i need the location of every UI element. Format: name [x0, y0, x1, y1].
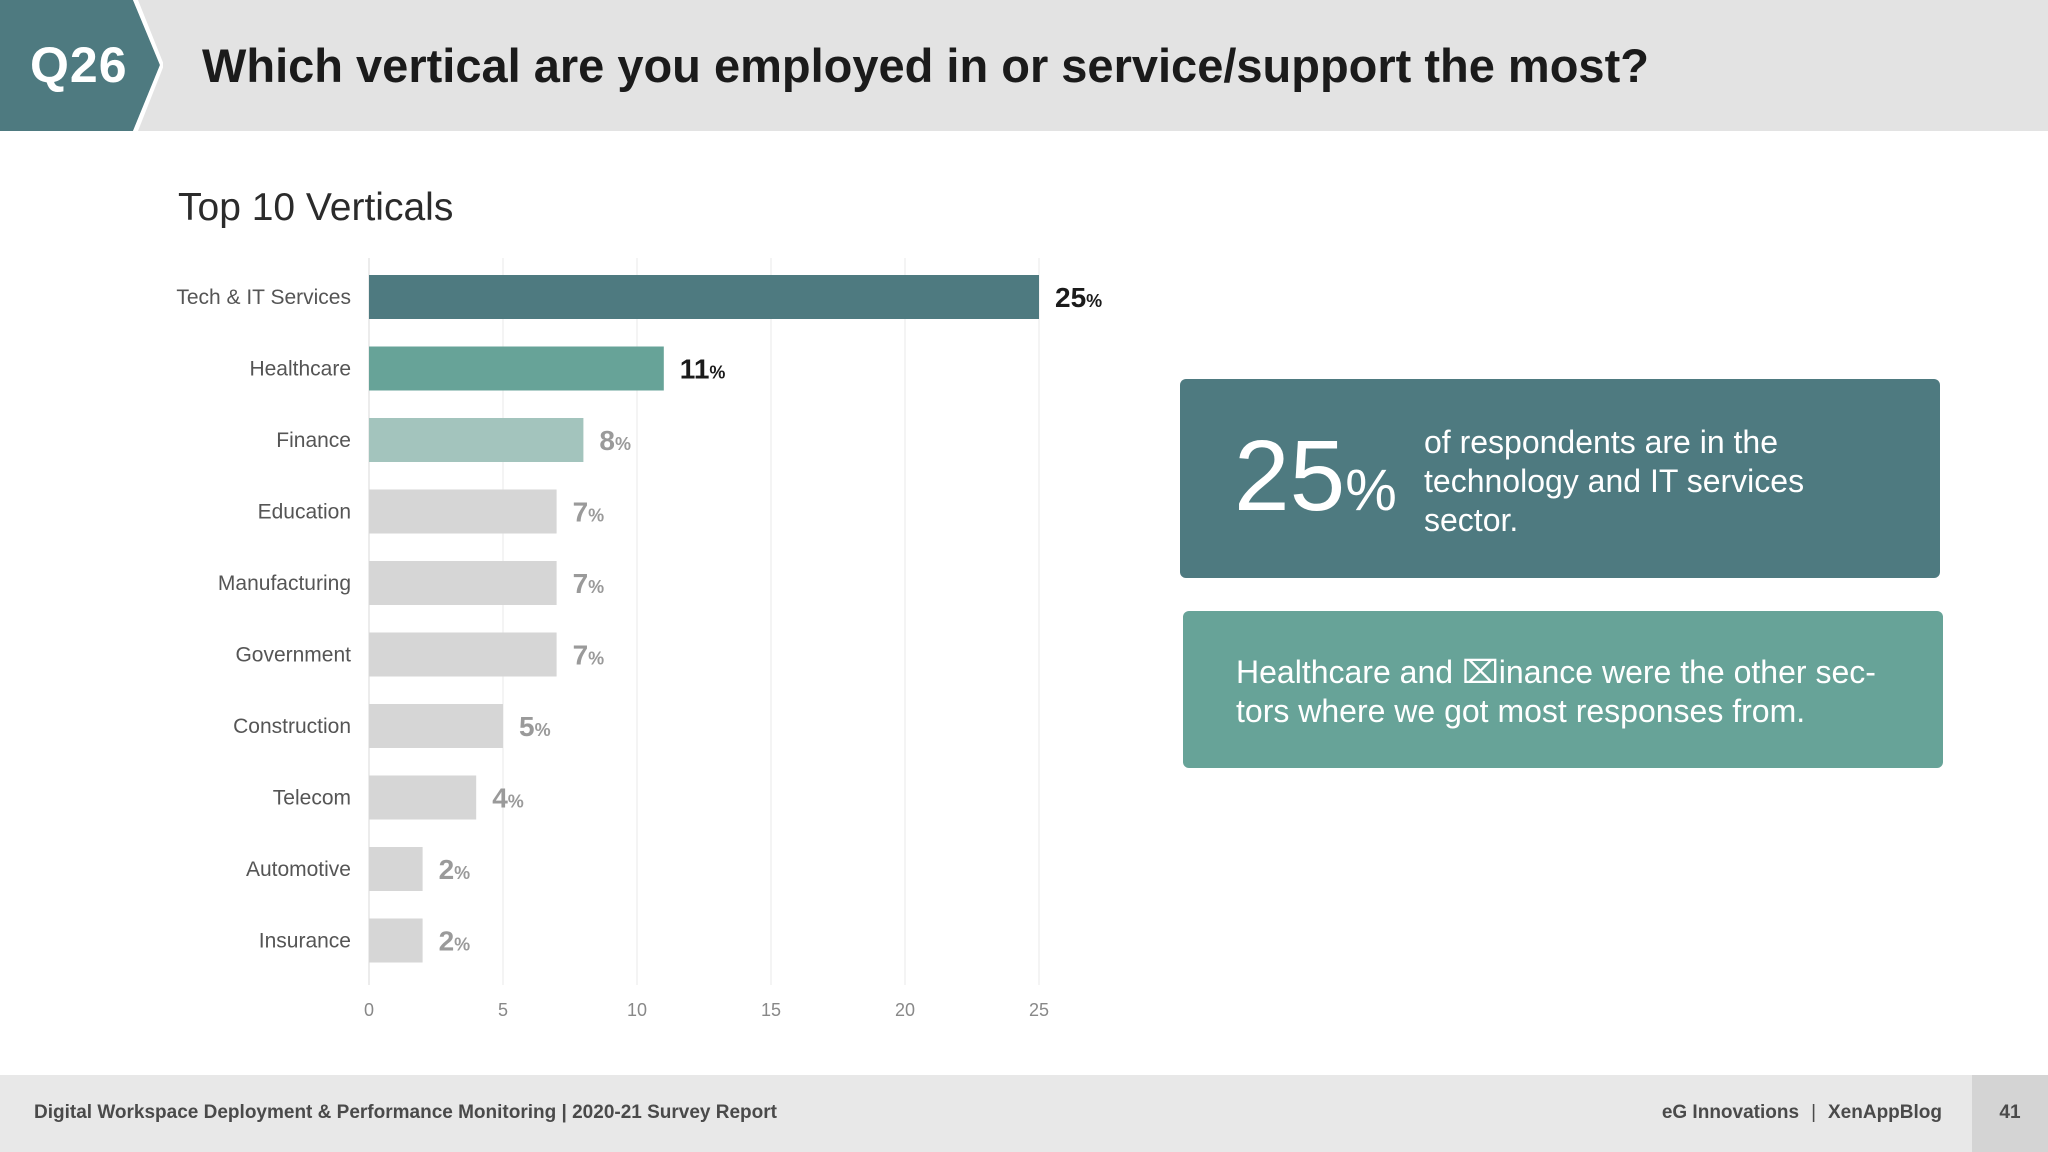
category-label: Healthcare: [249, 358, 351, 381]
brand-eg-innovations: eG Innovations: [1661, 1102, 1800, 1123]
question-title: Which vertical are you employed in or se…: [202, 39, 1649, 92]
data-label-suffix: %: [709, 363, 725, 383]
x-tick-label: 25: [1029, 1000, 1049, 1020]
data-label-number: 7: [573, 640, 589, 671]
brand-separator: |: [1811, 1102, 1816, 1123]
primary-stat-suffix: %: [1345, 458, 1397, 523]
page-number: 41: [1999, 1102, 2021, 1123]
data-label: 7%: [573, 568, 605, 599]
data-label: 11%: [680, 354, 726, 385]
category-label: Finance: [276, 429, 351, 452]
bar: [369, 918, 423, 963]
brand-xenappblog: XenAppBlog: [1828, 1102, 1942, 1123]
bar: [369, 346, 664, 391]
data-label: 8%: [599, 425, 631, 456]
category-label: Tech & IT Services: [176, 286, 351, 309]
data-label: 7%: [573, 497, 605, 528]
page-number-box: 41: [1972, 1075, 2048, 1152]
bar: [369, 775, 477, 820]
footer-brands: eG Innovations | XenAppBlog: [1662, 1102, 1942, 1124]
category-label: Education: [258, 501, 351, 524]
bar: [369, 847, 423, 891]
data-label: 2%: [439, 926, 471, 957]
data-label-number: 7: [573, 497, 589, 528]
footer: Digital Workspace Deployment & Performan…: [0, 1075, 2048, 1152]
secondary-callout-card: Healthcare and ⌧inance were the other se…: [1183, 611, 1943, 768]
data-label-suffix: %: [588, 649, 604, 669]
primary-callout-card: 25% of respondents are in the technology…: [1180, 379, 1940, 578]
category-label: Government: [235, 644, 351, 667]
data-label-number: 25: [1055, 282, 1086, 313]
question-number: Q26: [30, 37, 128, 93]
data-label: 2%: [439, 854, 471, 885]
bar: [369, 561, 557, 605]
data-label-suffix: %: [454, 935, 470, 955]
bar: [369, 489, 557, 534]
data-label-number: 4: [492, 783, 508, 814]
x-tick-label: 20: [895, 1000, 915, 1020]
data-label-number: 2: [439, 854, 455, 885]
bar: [369, 704, 503, 748]
bar: [369, 418, 584, 462]
data-label-suffix: %: [1086, 291, 1102, 311]
data-label-suffix: %: [588, 577, 604, 597]
bar: [369, 632, 557, 677]
x-tick-label: 15: [761, 1000, 781, 1020]
data-label: 4%: [492, 783, 524, 814]
badge-edge: [133, 0, 163, 131]
data-label-number: 11: [680, 354, 710, 385]
data-label-number: 2: [439, 926, 455, 957]
header-band: Q26 Which vertical are you employed in o…: [0, 0, 2048, 131]
x-tick-label: 10: [627, 1000, 647, 1020]
data-label-number: 5: [519, 711, 535, 742]
data-label-suffix: %: [588, 506, 604, 526]
x-tick-label: 0: [364, 1000, 374, 1020]
category-label: Construction: [233, 715, 351, 738]
report-title: Digital Workspace Deployment & Performan…: [34, 1102, 777, 1123]
category-label: Manufacturing: [218, 572, 351, 595]
data-label-suffix: %: [454, 863, 470, 883]
data-label-suffix: %: [508, 792, 524, 812]
badge-shape: [0, 0, 160, 131]
question-badge-shape: [0, 0, 163, 131]
category-label: Automotive: [246, 858, 351, 881]
primary-stat: 25%: [1234, 419, 1397, 534]
bar: [369, 275, 1039, 319]
data-label: 25%: [1055, 282, 1102, 313]
chart-title: Top 10 Verticals: [178, 186, 454, 229]
primary-stat-number: 25: [1234, 420, 1346, 532]
data-label-suffix: %: [535, 720, 551, 740]
secondary-callout-text: Healthcare and ⌧inance were the other se…: [1236, 654, 1876, 729]
data-label: 5%: [519, 711, 551, 742]
x-tick-label: 5: [498, 1000, 508, 1020]
data-label-number: 7: [573, 568, 589, 599]
data-label: 7%: [573, 640, 605, 671]
data-label-number: 8: [599, 425, 615, 456]
category-label: Telecom: [273, 787, 351, 810]
category-label: Insurance: [259, 930, 351, 953]
primary-callout-text: of respondents are in the technology and…: [1424, 424, 1805, 538]
data-label-suffix: %: [615, 434, 631, 454]
